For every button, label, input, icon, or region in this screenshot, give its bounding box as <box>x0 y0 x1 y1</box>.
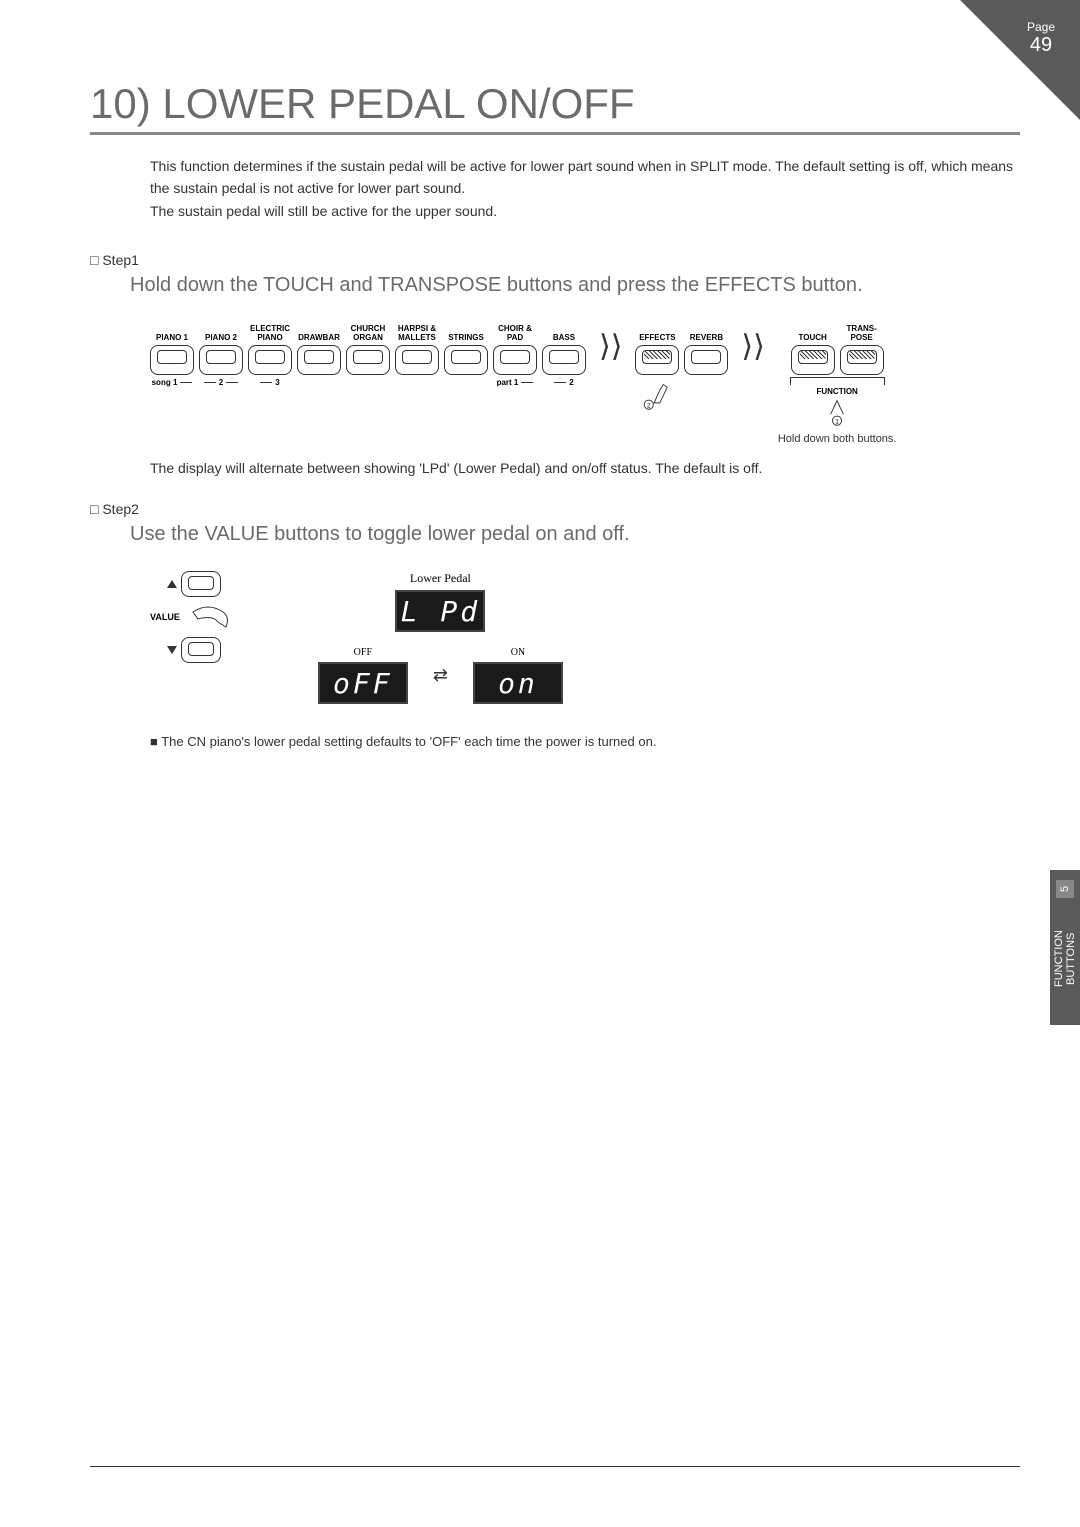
harpsi-mallets-button <box>395 345 439 375</box>
bass-label: BASS <box>553 322 575 342</box>
svg-text:2: 2 <box>647 403 651 410</box>
harpsi-mallets-label: HARPSI & MALLETS <box>398 322 436 342</box>
display-group: Lower Pedal L Pd OFF oFF ⇄ ON on <box>318 571 563 704</box>
effects-label: EFFECTS <box>639 322 675 342</box>
toggle-arrows-icon: ⇄ <box>433 665 448 686</box>
choir-pad-button <box>493 345 537 375</box>
separator-1: ⟩⟩ <box>599 322 622 372</box>
finger-icon-2: 2 <box>643 380 671 412</box>
drawbar-label: DRAWBAR <box>298 322 340 342</box>
reverb-button <box>684 345 728 375</box>
function-bracket <box>790 377 885 385</box>
value-buttons: VALUE <box>150 571 238 663</box>
intro-paragraph: This function determines if the sustain … <box>150 155 1020 222</box>
piano2-label: PIANO 2 <box>205 322 237 342</box>
church-organ-button <box>346 345 390 375</box>
piano1-label: PIANO 1 <box>156 322 188 342</box>
off-display: oFF <box>318 662 408 704</box>
down-arrow-icon <box>167 646 177 654</box>
side-tab-text: FUNCTION BUTTONS <box>1053 903 1077 1015</box>
touch-label: TOUCH <box>799 322 827 342</box>
on-display: on <box>473 662 563 704</box>
bass-button <box>542 345 586 375</box>
svg-text:1: 1 <box>835 419 839 426</box>
title-underline <box>90 132 1020 135</box>
lpd-display: L Pd <box>395 590 485 632</box>
step1-after-text: The display will alternate between showi… <box>150 460 1020 476</box>
choir-pad-label: CHOIR & PAD <box>498 322 532 342</box>
value-down-button <box>181 637 221 663</box>
panel-buttons-row: PIANO 1 song 1 PIANO 2 2 ELECTRIC PIANO … <box>150 322 1020 445</box>
page-number-block: Page 49 <box>1027 20 1055 57</box>
off-label: OFF <box>354 647 372 658</box>
side-tab-num: 5 <box>1056 880 1074 898</box>
step2-note: ■ The CN piano's lower pedal setting def… <box>150 734 1020 749</box>
page-label: Page <box>1027 20 1055 34</box>
effects-button <box>635 345 679 375</box>
step2-label: □ Step2 <box>90 501 1020 517</box>
piano2-button <box>199 345 243 375</box>
page-corner <box>960 0 1080 120</box>
electric-piano-label: ELECTRIC PIANO <box>250 322 290 342</box>
page-number: 49 <box>1030 34 1052 56</box>
transpose-button <box>840 345 884 375</box>
transpose-label: TRANS- POSE <box>847 322 877 342</box>
step1-title: Hold down the TOUCH and TRANSPOSE button… <box>130 274 1020 297</box>
drawbar-button <box>297 345 341 375</box>
separator-2: ⟩⟩ <box>741 322 764 372</box>
church-organ-label: CHURCH ORGAN <box>351 322 386 342</box>
part1-sublabel: part 1 <box>497 378 519 387</box>
strings-button <box>444 345 488 375</box>
hold-note: Hold down both buttons. <box>778 433 897 445</box>
on-label: ON <box>511 647 525 658</box>
function-label: FUNCTION <box>790 387 885 396</box>
song1-sublabel: song 1 <box>152 378 178 387</box>
value-section: VALUE Lower Pedal L Pd OFF oFF ⇄ ON on <box>150 571 1020 704</box>
step1-label: □ Step1 <box>90 252 1020 268</box>
finger-icon-1: 1 <box>823 396 851 428</box>
bottom-line <box>90 1466 1020 1467</box>
value-up-button <box>181 571 221 597</box>
strings-label: STRINGS <box>448 322 484 342</box>
electric-piano-button <box>248 345 292 375</box>
touch-button <box>791 345 835 375</box>
piano1-button <box>150 345 194 375</box>
n2-sublabel: 2 <box>219 378 223 387</box>
reverb-label: REVERB <box>690 322 723 342</box>
n3-sublabel: 3 <box>275 378 279 387</box>
step2-title: Use the VALUE buttons to toggle lower pe… <box>130 523 1020 546</box>
value-label: VALUE <box>150 612 180 622</box>
side-tab: FUNCTION BUTTONS 5 <box>1050 870 1080 1025</box>
page-title: 10) LOWER PEDAL ON/OFF <box>90 80 1020 128</box>
finger-icon-value <box>188 597 238 637</box>
n2b-sublabel: 2 <box>569 378 573 387</box>
up-arrow-icon <box>167 580 177 588</box>
lower-pedal-label: Lower Pedal <box>410 571 471 586</box>
